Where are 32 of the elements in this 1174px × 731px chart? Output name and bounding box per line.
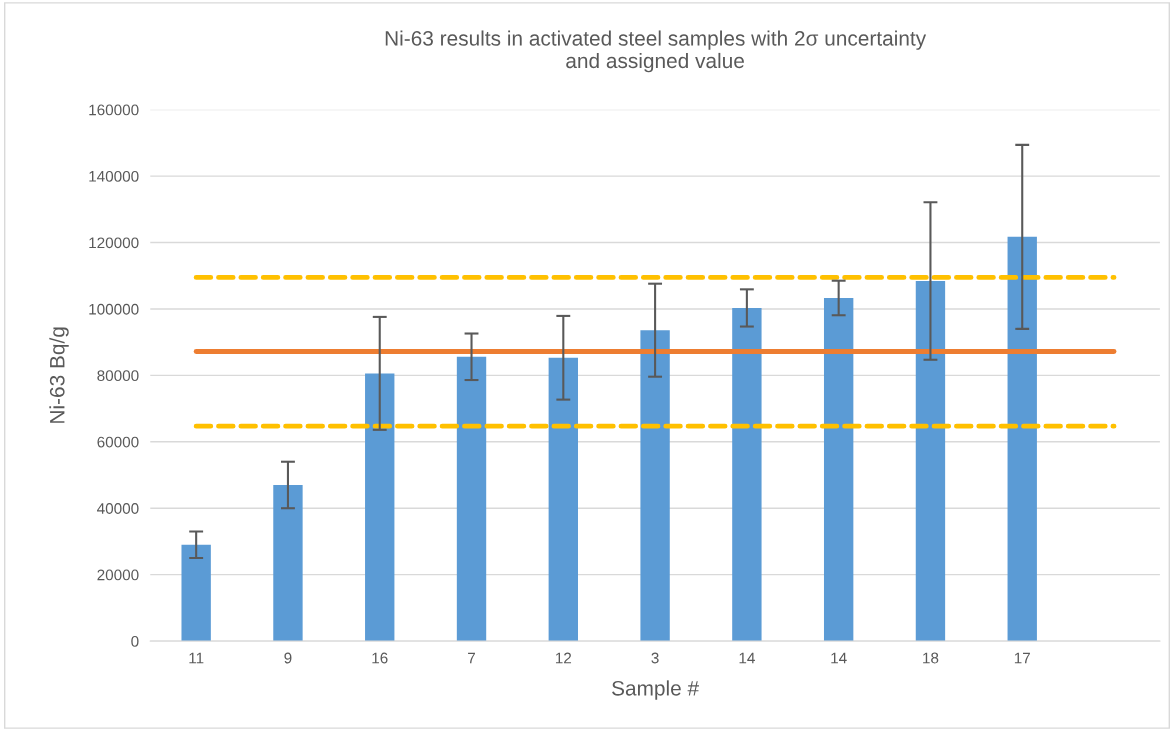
x-tick-label: 14: [739, 652, 755, 664]
y-tick-label: 120000: [89, 237, 139, 249]
y-tick-label: 80000: [97, 370, 139, 382]
bar: [456, 356, 487, 642]
bar: [365, 373, 395, 642]
y-tick-label: 20000: [97, 569, 139, 581]
bar: [640, 330, 670, 642]
y-tick-label: 140000: [89, 170, 139, 182]
x-tick-label: 16: [372, 652, 388, 664]
bar: [732, 307, 762, 642]
bar: [915, 281, 946, 642]
bar: [823, 297, 854, 642]
x-tick-label: 7: [468, 652, 475, 664]
x-tick-label: 12: [555, 652, 572, 664]
x-tick-label: 11: [189, 652, 204, 664]
y-tick-label: 40000: [97, 503, 139, 514]
bar: [273, 484, 303, 642]
x-tick-label: 9: [284, 652, 292, 664]
x-tick-label: 18: [923, 652, 939, 664]
chart-title: Ni-63 results in activated steel samples with 2σ uncertainty and assigned value: [385, 30, 927, 73]
y-axis-title: Ni-63 Bq/g: [49, 327, 69, 423]
bar: [548, 357, 578, 642]
bar: [181, 544, 211, 642]
x-axis-title: Sample #: [612, 680, 699, 700]
y-tick-label: 0: [131, 635, 139, 647]
y-tick-label: 100000: [89, 303, 139, 315]
x-tick-label: 17: [1014, 652, 1030, 664]
y-tick-label: 60000: [97, 436, 139, 448]
x-tick-label: 14: [831, 652, 847, 664]
y-tick-label: 160000: [89, 104, 139, 116]
bar: [1007, 236, 1037, 642]
x-tick-label: 3: [651, 652, 659, 664]
